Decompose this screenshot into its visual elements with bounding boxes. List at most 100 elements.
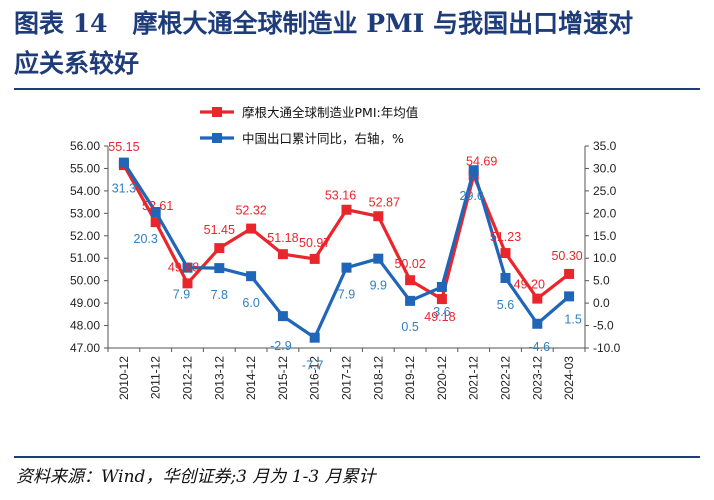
- pmi-data-label: 49.20: [514, 278, 545, 292]
- series-2-marker: [436, 281, 447, 292]
- series-2-marker: [341, 262, 352, 273]
- series-1-marker: [150, 217, 161, 228]
- source-note: 资料来源：Wind，华创证券;3 月为 1-3 月累计: [16, 467, 376, 487]
- pmi-data-label: 52.87: [369, 195, 400, 209]
- left-tick-label: 49.00: [70, 296, 100, 310]
- pmi-data-label: 50.02: [394, 257, 425, 271]
- export-data-label: -7.7: [302, 359, 324, 373]
- export-data-label: 6.0: [242, 296, 259, 310]
- series-1-marker: [532, 293, 543, 304]
- export-data-label: 7.9: [173, 288, 190, 302]
- pmi-data-label: 55.15: [108, 140, 139, 154]
- x-tick-label: 2016-12: [308, 356, 322, 400]
- export-data-label: 5.6: [497, 298, 514, 312]
- x-tick-label: 2014-12: [244, 356, 258, 400]
- export-data-label: 1.5: [564, 312, 581, 326]
- pmi-data-label: 50.97: [299, 236, 330, 250]
- series-1-marker: [309, 253, 320, 264]
- left-tick-label: 47.00: [70, 341, 100, 355]
- legend-marker-1: [212, 107, 222, 117]
- export-data-label: -4.6: [529, 340, 551, 354]
- left-tick-label: 54.00: [70, 184, 100, 198]
- right-tick-label: 15.0: [593, 229, 617, 243]
- left-tick-label: 55.00: [70, 161, 100, 175]
- series-2-marker: [277, 311, 288, 322]
- x-tick-label: 2024-03: [562, 356, 576, 400]
- export-data-label: 31.3: [112, 182, 136, 196]
- series-2-marker: [468, 165, 479, 176]
- series-2-marker: [564, 291, 575, 302]
- x-tick-label: 2021-12: [467, 356, 481, 400]
- series-1-marker: [405, 275, 416, 286]
- x-tick-label: 2011-12: [149, 356, 163, 399]
- export-data-label: 20.3: [134, 232, 158, 246]
- pmi-data-label: 51.23: [490, 230, 521, 244]
- series-2-marker: [150, 206, 161, 217]
- export-data-label: 7.8: [211, 288, 228, 302]
- x-tick-label: 2018-12: [371, 356, 385, 400]
- right-tick-label: -5.0: [593, 319, 614, 333]
- pmi-export-chart: 47.00 48.00 49.00 50.00 51.00 52.00 53.00 54.00…: [70, 105, 621, 400]
- series-2-marker: [373, 253, 384, 264]
- figure-title: 图表 14 摩根大通全球制造业 PMI 与我国出口增速对 应关系较好: [14, 4, 704, 84]
- legend-label-2: 中国出口累计同比，右轴，%: [242, 131, 404, 146]
- right-tick-label: -10.0: [593, 341, 621, 355]
- x-tick-label: 2022-12: [499, 356, 513, 400]
- right-tick-label: 25.0: [593, 184, 617, 198]
- left-tick-label: 52.00: [70, 229, 100, 243]
- x-tick-label: 2015-12: [276, 356, 290, 400]
- export-data-label: 3.6: [433, 305, 450, 319]
- series-1-marker: [373, 211, 384, 222]
- export-data-label: 7.9: [338, 288, 355, 302]
- x-tick-label: 2020-12: [435, 356, 449, 400]
- series-1-marker: [214, 243, 225, 254]
- right-tick-label: 20.0: [593, 206, 617, 220]
- series-1-marker: [341, 204, 352, 215]
- pmi-data-label: 54.69: [466, 154, 497, 168]
- export-data-label: -2.9: [270, 339, 292, 353]
- series-2-marker: [309, 332, 320, 343]
- pmi-data-label: 52.32: [235, 204, 266, 218]
- source-rule: [14, 456, 700, 458]
- series-2-marker: [214, 263, 225, 274]
- x-tick-label: 2019-12: [403, 356, 417, 400]
- export-data-label: 0.5: [401, 320, 418, 334]
- series-2-marker: [118, 157, 129, 168]
- title-line-1: 图表 14 摩根大通全球制造业 PMI 与我国出口增速对: [14, 9, 634, 38]
- series-2-marker: [246, 271, 257, 282]
- legend-marker-2: [212, 133, 222, 143]
- series-1-marker: [246, 223, 257, 234]
- right-tick-label: 0.0: [593, 296, 610, 310]
- series-1-marker: [277, 249, 288, 260]
- title-rule: [14, 88, 700, 90]
- pmi-data-label: 53.16: [325, 189, 356, 203]
- left-tick-label: 51.00: [70, 251, 100, 265]
- series-1-marker: [500, 248, 511, 259]
- pmi-data-label: 49.88: [168, 260, 199, 274]
- pmi-data-label: 50.30: [551, 249, 582, 263]
- series-1-marker: [564, 268, 575, 279]
- export-data-label: 29.6: [460, 189, 484, 203]
- export-data-label: 9.9: [370, 279, 387, 293]
- left-tick-label: 48.00: [70, 319, 100, 333]
- x-tick-label: 2023-12: [530, 356, 544, 400]
- right-tick-label: 5.0: [593, 274, 610, 288]
- series-2-marker: [500, 272, 511, 283]
- pmi-data-label: 51.45: [204, 223, 235, 237]
- pmi-data-label: 51.18: [267, 231, 298, 245]
- x-tick-label: 2012-12: [181, 356, 195, 400]
- pmi-data-label: 49.18: [424, 310, 455, 324]
- title-line-2: 应关系较好: [14, 49, 140, 78]
- series-1-marker: [436, 294, 447, 305]
- x-tick-label: 2010-12: [117, 356, 131, 400]
- left-tick-label: 53.00: [70, 206, 100, 220]
- pmi-data-label: 52.61: [142, 199, 173, 213]
- right-tick-label: 30.0: [593, 161, 617, 175]
- left-tick-label: 56.00: [70, 139, 100, 153]
- right-tick-label: 10.0: [593, 251, 617, 265]
- left-tick-label: 50.00: [70, 274, 100, 288]
- legend-label-1: 摩根大通全球制造业PMI:年均值: [242, 105, 418, 120]
- series-2-marker: [405, 295, 416, 306]
- series-2-marker: [182, 262, 193, 273]
- right-tick-label: 35.0: [593, 139, 617, 153]
